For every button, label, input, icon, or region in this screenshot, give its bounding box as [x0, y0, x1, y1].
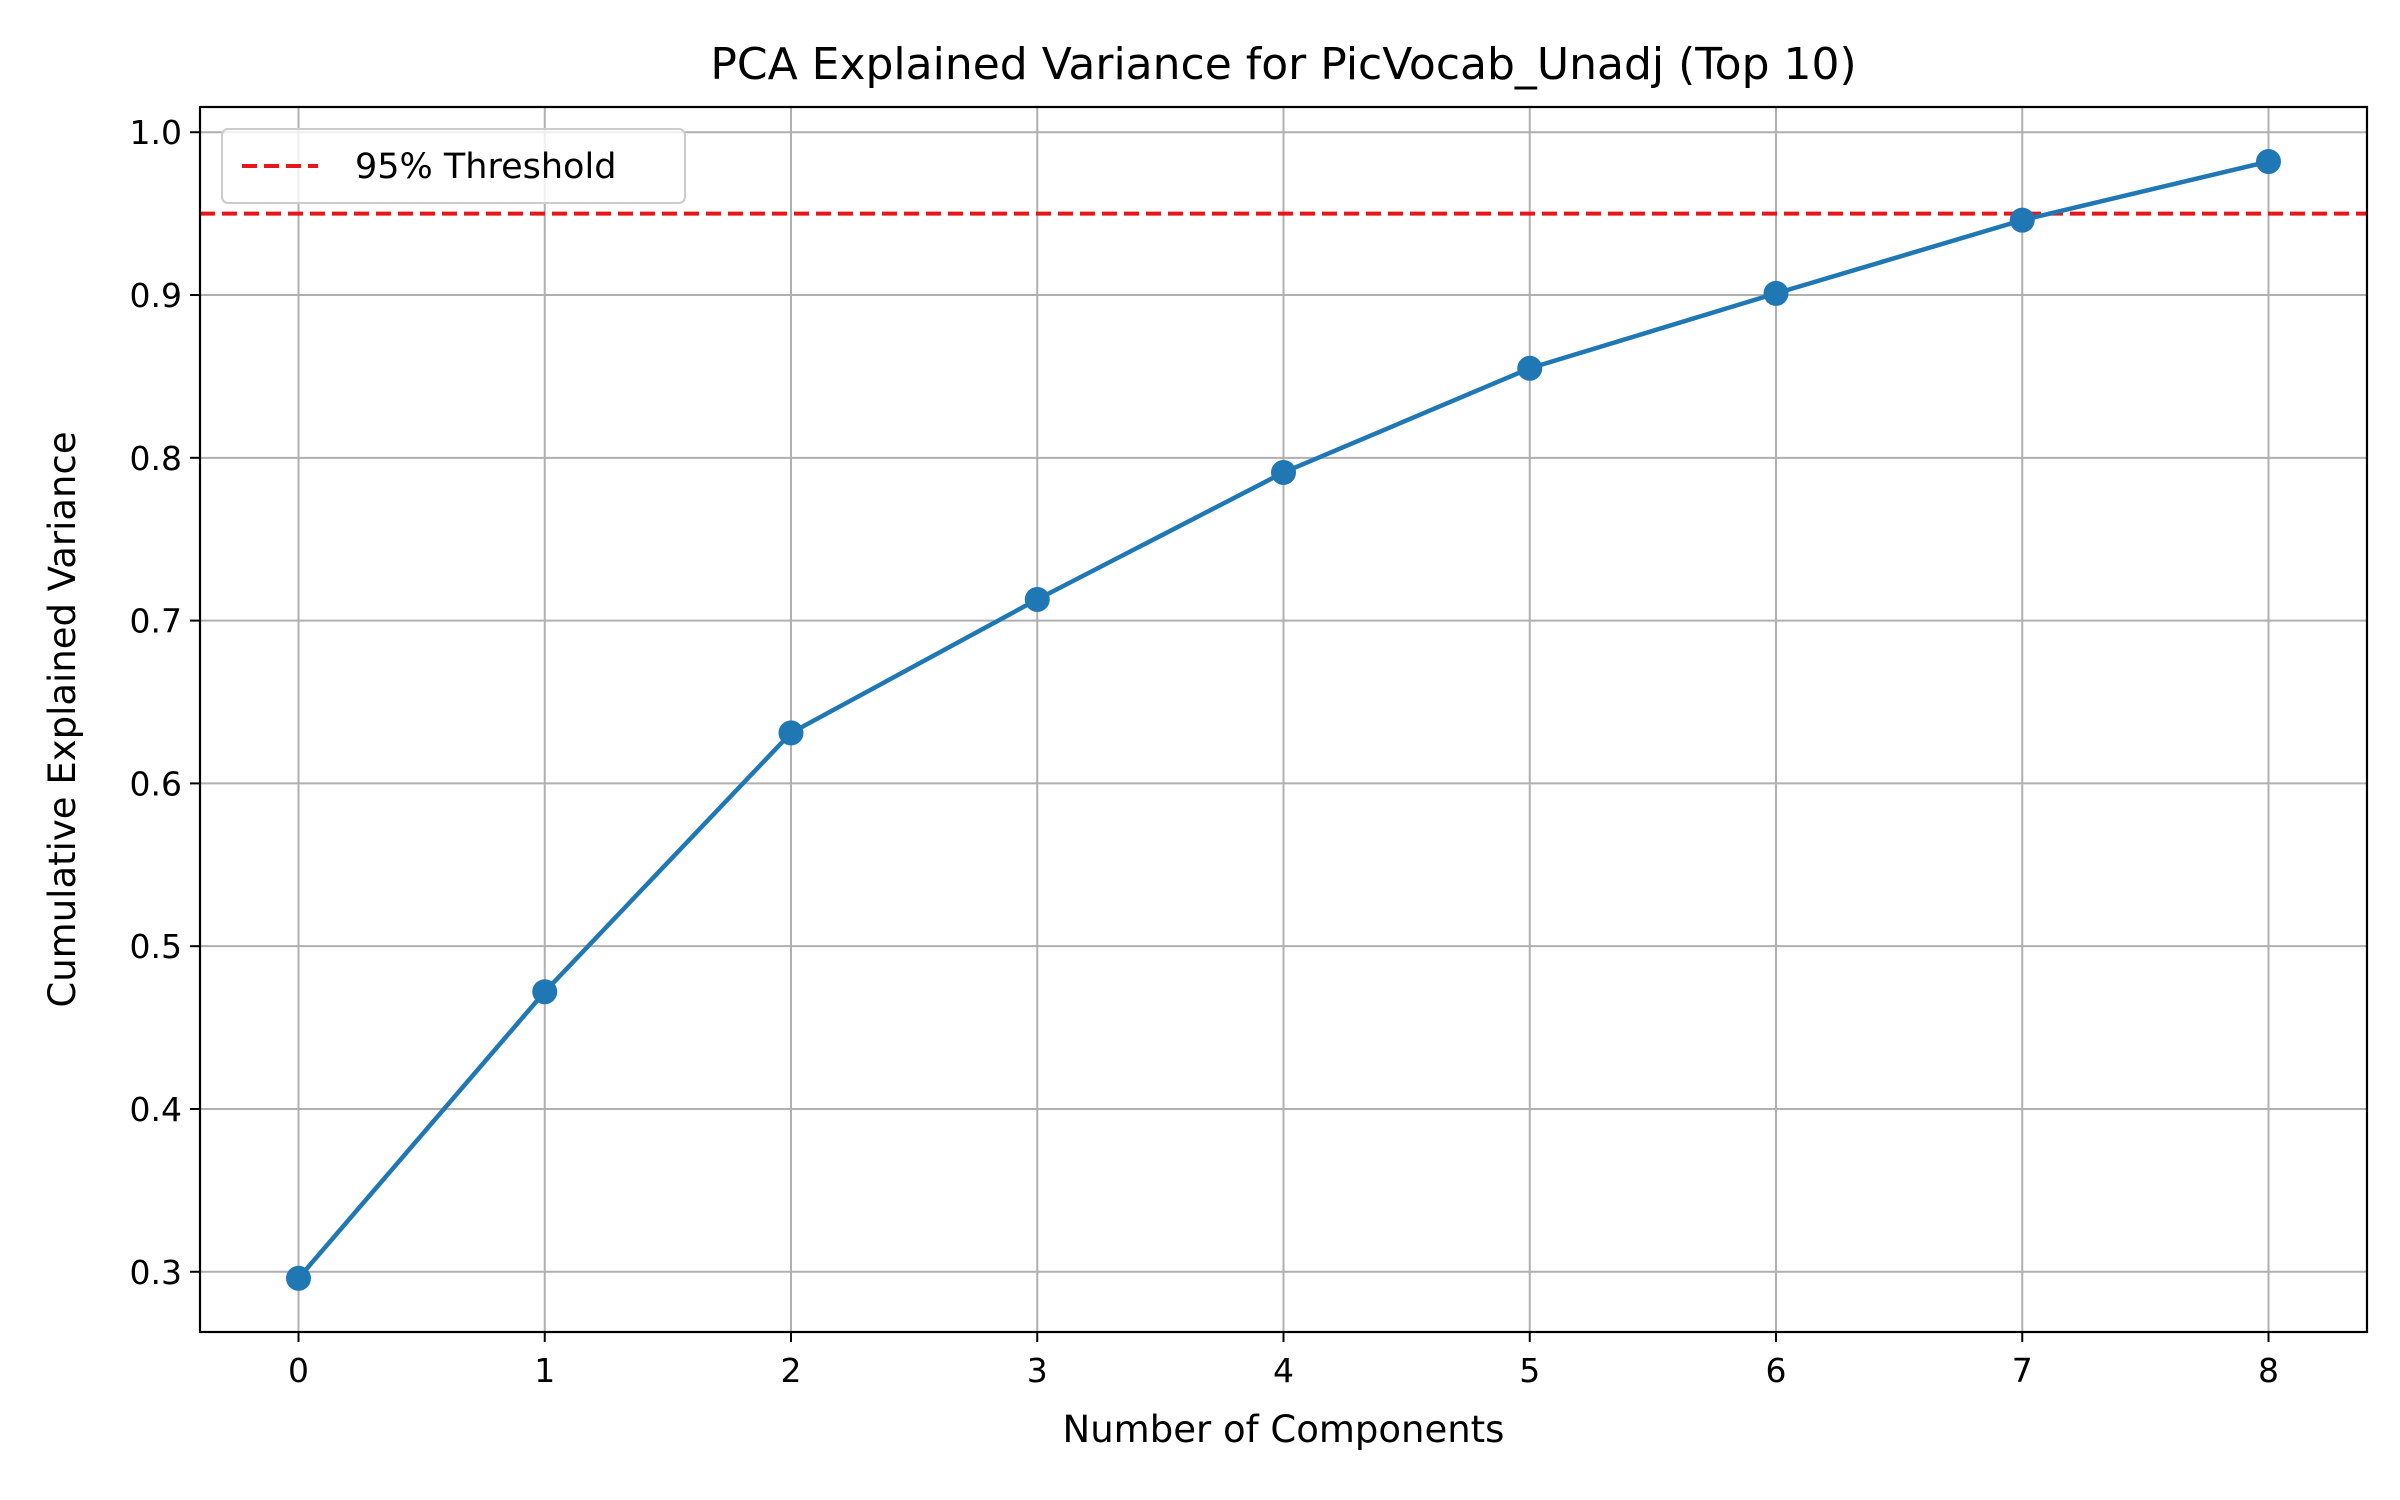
data-point: [286, 1265, 311, 1291]
x-tick-label: 4: [1273, 1351, 1294, 1390]
x-tick-label: 7: [2012, 1351, 2033, 1390]
y-axis-title: Cumulative Explained Variance: [41, 431, 84, 1007]
data-point: [1763, 280, 1789, 306]
y-tick-label: 0.6: [130, 764, 182, 803]
data-point: [532, 979, 558, 1005]
legend: 95% Threshold: [221, 128, 686, 204]
y-tick-label: 0.8: [130, 439, 182, 478]
ticks: 0 1 2 3 4 5 6 7 8 0.3 0.4 0.5 0.6 0.7 0.8 0.9 1.0: [130, 113, 2279, 1390]
x-tick-label: 5: [1519, 1351, 1540, 1390]
y-tick-label: 1.0: [130, 113, 182, 152]
y-tick-label: 0.5: [130, 927, 182, 966]
x-tick-label: 0: [288, 1351, 309, 1390]
y-tick-label: 0.9: [130, 276, 182, 315]
y-tick-label: 0.7: [130, 602, 182, 641]
x-tick-label: 6: [1766, 1351, 1787, 1390]
y-tick-label: 0.4: [130, 1090, 182, 1129]
data-point: [778, 720, 804, 746]
legend-label-threshold: 95% Threshold: [355, 147, 616, 187]
data-point: [1271, 459, 1296, 485]
grid: [200, 107, 2367, 1332]
data-point: [1024, 586, 1050, 612]
x-tick-label: 2: [781, 1351, 802, 1390]
x-tick-label: 3: [1027, 1351, 1048, 1390]
data-point: [2009, 207, 2035, 233]
x-tick-label: 8: [2258, 1351, 2279, 1390]
chart-title: PCA Explained Variance for PicVocab_Unad…: [710, 39, 1856, 90]
x-axis-title: Number of Components: [1063, 1408, 1505, 1451]
series-layer: [286, 149, 2281, 1291]
x-tick-label: 1: [534, 1351, 555, 1390]
y-tick-label: 0.3: [130, 1253, 182, 1292]
data-point: [1517, 355, 1543, 381]
data-point: [2256, 149, 2281, 175]
legend-box: [221, 128, 686, 204]
